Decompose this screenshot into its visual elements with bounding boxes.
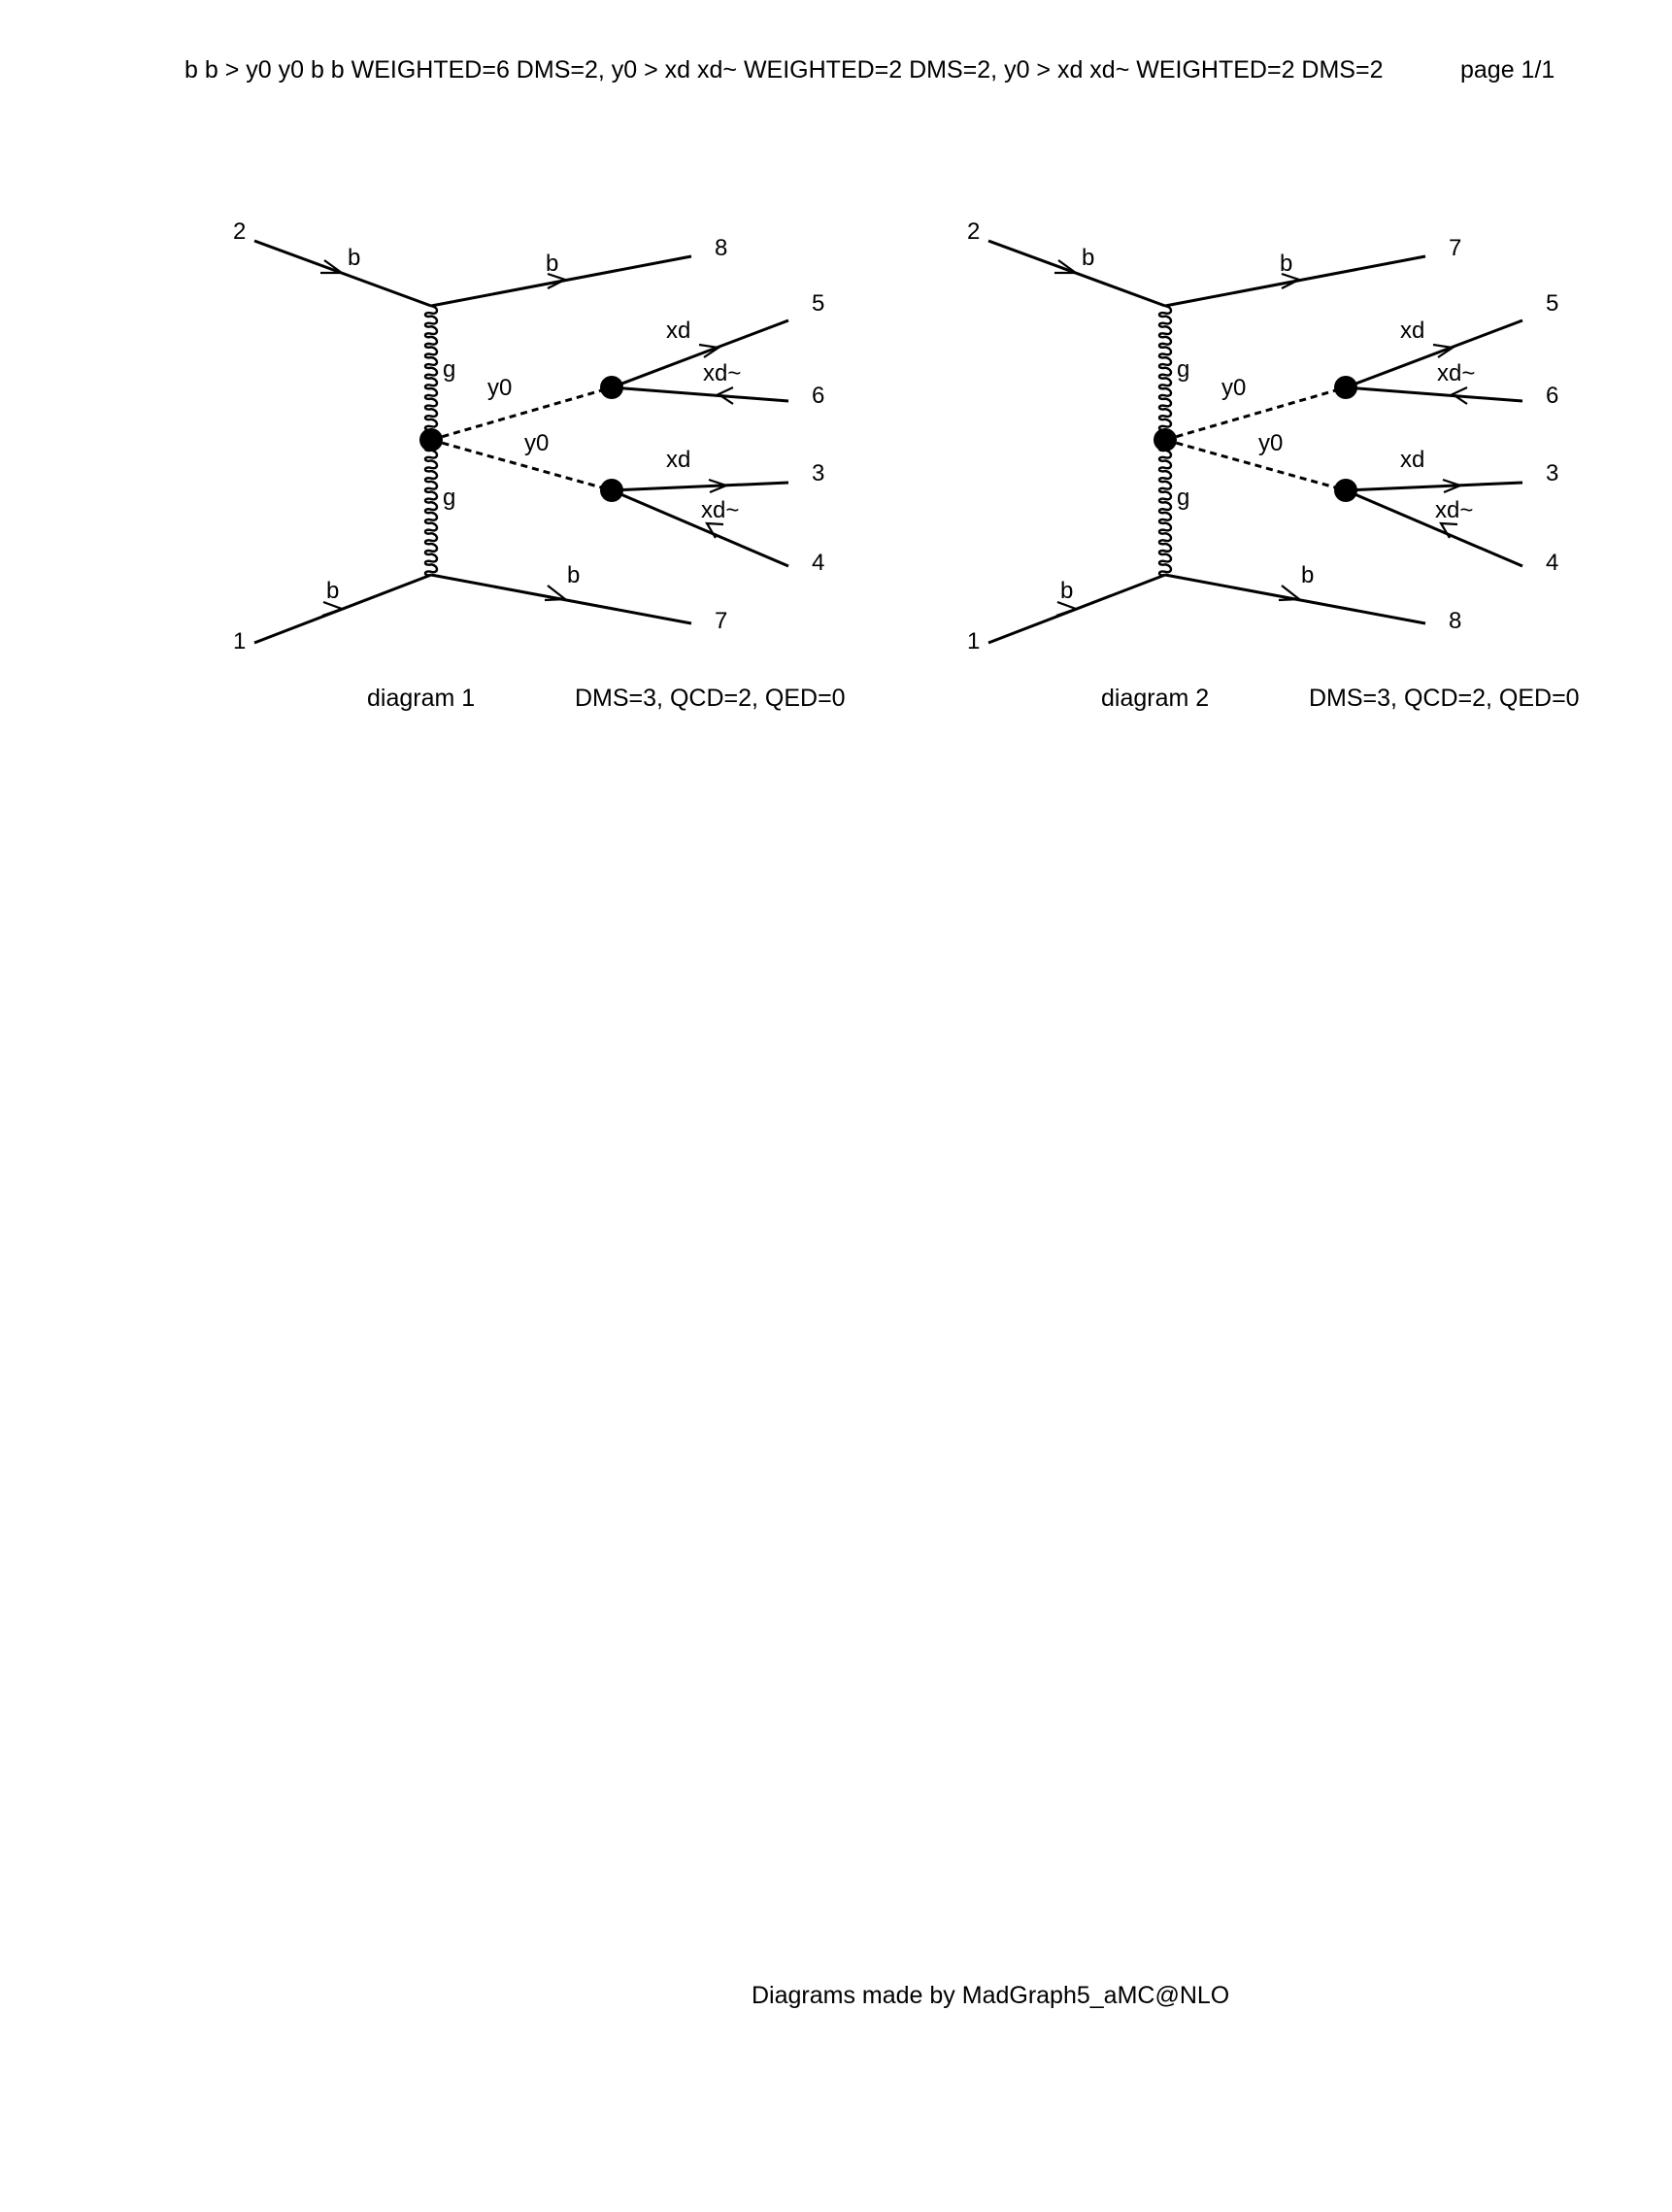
label-y0-lower: y0: [524, 430, 549, 456]
line-y0-upper: [430, 385, 613, 442]
leg-number-bottom-out: 7: [715, 608, 727, 634]
page-header: b b > y0 y0 b b WEIGHTED=6 DMS=2, y0 > x…: [184, 56, 1384, 84]
arrow-b-bottom-in: [321, 600, 346, 618]
leg-number-bottom-in: 1: [967, 628, 980, 654]
line-xdbar-upper: [1345, 385, 1523, 403]
label-xdbar-upper: xd~: [703, 360, 741, 386]
leg-number-top-out: 8: [715, 235, 727, 261]
vertex-center: [419, 428, 443, 452]
label-y0-upper: y0: [1221, 375, 1246, 401]
vertex-upper-decay: [600, 376, 623, 399]
label-b-bottom-in: b: [326, 578, 339, 604]
label-xdbar-lower: xd~: [1435, 497, 1473, 523]
arrow-xdbar-lower: [1438, 521, 1458, 539]
label-g-bottom: g: [1177, 485, 1189, 511]
leg-number-bottom-in: 1: [233, 628, 246, 654]
leg-number-lower-a: 3: [1546, 460, 1558, 486]
gluon-top: [1157, 304, 1173, 442]
label-xdbar-upper: xd~: [1437, 360, 1475, 386]
label-b-top-out: b: [546, 251, 558, 277]
arrow-xd-upper: [1432, 343, 1455, 358]
arrow-b-top-in: [1054, 259, 1080, 275]
diagram-1-couplings: DMS=3, QCD=2, QED=0: [575, 685, 846, 712]
gluon-bottom: [1157, 438, 1173, 577]
label-y0-lower: y0: [1258, 430, 1283, 456]
leg-number-upper-a: 5: [812, 290, 824, 317]
gluon-bottom: [423, 438, 439, 577]
leg-number-bottom-out: 8: [1449, 608, 1461, 634]
label-xd-upper: xd: [666, 318, 690, 344]
leg-number-top-in: 2: [233, 218, 246, 245]
diagram-1-title: diagram 1: [367, 685, 476, 712]
label-g-top: g: [443, 356, 455, 383]
vertex-center: [1154, 428, 1177, 452]
line-xdbar-upper: [611, 385, 789, 403]
label-b-top-in: b: [1082, 245, 1094, 271]
leg-number-lower-b: 4: [1546, 550, 1558, 576]
arrow-b-bottom-out: [544, 585, 569, 602]
label-b-bottom-in: b: [1060, 578, 1073, 604]
feynman-diagram-2: 2 1 7 8 5 6 3 4 b b b b g g y0 y0 xd xd~…: [957, 204, 1618, 728]
arrow-xd-upper: [698, 343, 721, 358]
arrow-xd-lower: [1442, 478, 1464, 494]
page-number: page 1/1: [1460, 56, 1555, 84]
label-xd-lower: xd: [666, 447, 690, 473]
label-g-top: g: [1177, 356, 1189, 383]
arrow-xdbar-upper: [716, 386, 734, 405]
line-xdbar-lower: [611, 488, 789, 568]
line-xd-upper: [611, 318, 789, 389]
line-y0-lower: [1164, 438, 1347, 492]
diagram-2-couplings: DMS=3, QCD=2, QED=0: [1309, 685, 1580, 712]
arrow-b-top-out: [1281, 272, 1302, 289]
leg-number-upper-b: 6: [812, 383, 824, 409]
arrow-b-bottom-out: [1278, 585, 1303, 602]
label-xdbar-lower: xd~: [701, 497, 739, 523]
leg-number-upper-a: 5: [1546, 290, 1558, 317]
arrow-xdbar-upper: [1450, 386, 1468, 405]
arrow-xd-lower: [708, 478, 730, 494]
feynman-diagram-1: 2 1 8 7 5 6 3 4 b b b b g g y0 y0 xd xd~…: [223, 204, 884, 728]
label-g-bottom: g: [443, 485, 455, 511]
leg-number-lower-a: 3: [812, 460, 824, 486]
line-xd-upper: [1345, 318, 1523, 389]
diagram-2-svg: 2 1 7 8 5 6 3 4 b b b b g g y0 y0 xd xd~…: [967, 218, 1558, 654]
label-b-bottom-out: b: [567, 562, 580, 588]
leg-number-lower-b: 4: [812, 550, 824, 576]
label-b-top-out: b: [1280, 251, 1292, 277]
vertex-upper-decay: [1334, 376, 1357, 399]
arrow-xdbar-lower: [704, 521, 724, 539]
footer-credit: Diagrams made by MadGraph5_aMC@NLO: [752, 1982, 1230, 2009]
leg-number-top-in: 2: [967, 218, 980, 245]
label-xd-upper: xd: [1400, 318, 1424, 344]
label-y0-upper: y0: [487, 375, 512, 401]
vertex-lower-decay: [1334, 479, 1357, 502]
leg-number-top-out: 7: [1449, 235, 1461, 261]
arrow-b-top-out: [547, 272, 568, 289]
label-xd-lower: xd: [1400, 447, 1424, 473]
arrow-b-top-in: [320, 259, 346, 275]
line-xd-lower: [1345, 481, 1523, 492]
vertex-lower-decay: [600, 479, 623, 502]
line-y0-lower: [430, 438, 613, 492]
line-xdbar-lower: [1345, 488, 1523, 568]
label-b-bottom-out: b: [1301, 562, 1314, 588]
gluon-top: [423, 304, 439, 442]
diagram-2-title: diagram 2: [1101, 685, 1210, 712]
leg-number-upper-b: 6: [1546, 383, 1558, 409]
label-b-top-in: b: [348, 245, 360, 271]
line-y0-upper: [1164, 385, 1347, 442]
arrow-b-bottom-in: [1055, 600, 1080, 618]
line-xd-lower: [611, 481, 789, 492]
diagram-1-svg: 2 1 8 7 5 6 3 4 b b b b g g y0 y0 xd xd~…: [233, 218, 824, 654]
